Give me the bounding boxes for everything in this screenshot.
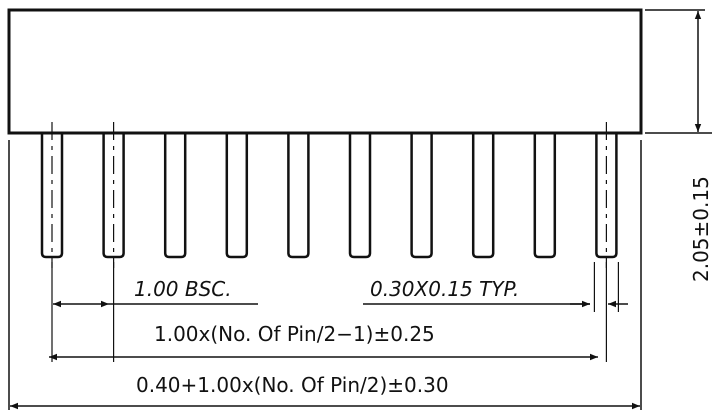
pitch-label: 1.00 BSC. xyxy=(134,277,232,301)
component-body xyxy=(7,8,643,135)
pin xyxy=(348,133,372,259)
overall-label: 0.40+1.00x(No. Of Pin/2)±0.30 xyxy=(136,373,449,397)
pin xyxy=(410,133,433,259)
pin xyxy=(471,133,495,259)
pins-group xyxy=(40,122,620,362)
span-label: 1.00x(No. Of Pin/2−1)±0.25 xyxy=(154,322,435,346)
pin xyxy=(163,133,187,259)
pin xyxy=(287,133,310,259)
pin xyxy=(533,133,557,259)
height-label: 2.05±0.15 xyxy=(689,176,713,282)
pin xyxy=(40,133,64,259)
pin xyxy=(225,133,249,259)
pin xyxy=(102,133,125,259)
pin-size-label: 0.30X0.15 TYP. xyxy=(370,277,519,301)
pin xyxy=(595,133,618,259)
